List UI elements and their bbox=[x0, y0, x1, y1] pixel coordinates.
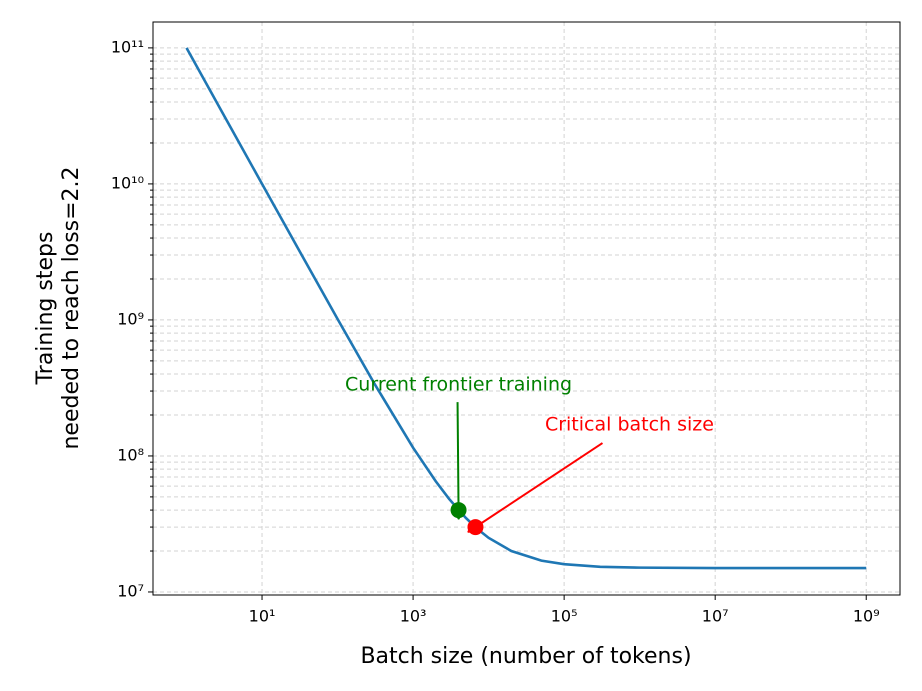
y-tick-label: 10⁷ bbox=[117, 581, 144, 600]
x-axis-label: Batch size (number of tokens) bbox=[360, 644, 691, 669]
x-tick-label: 10⁹ bbox=[853, 607, 880, 626]
series-line bbox=[185, 47, 867, 570]
annotation-point bbox=[467, 519, 484, 536]
x-tick-label: 10³ bbox=[400, 607, 427, 626]
x-tick-label: 10⁷ bbox=[702, 607, 729, 626]
y-axis-label: Training steps bbox=[33, 232, 58, 386]
x-tick-label: 10⁵ bbox=[551, 607, 578, 626]
plot-frame bbox=[152, 21, 901, 596]
y-axis-label: needed to reach loss=2.2 bbox=[59, 166, 84, 449]
y-tick-label: 10¹⁰ bbox=[111, 173, 144, 192]
y-tick-label: 10⁸ bbox=[117, 445, 144, 464]
annotation-arrow bbox=[458, 402, 459, 518]
grid bbox=[153, 22, 900, 595]
y-tick-label: 10¹¹ bbox=[111, 37, 144, 56]
annotation-text: Current frontier training bbox=[345, 374, 572, 396]
x-tick-label: 10¹ bbox=[249, 607, 276, 626]
annotation-arrow bbox=[469, 442, 604, 531]
annotation-text: Critical batch size bbox=[545, 414, 714, 436]
annotation-point bbox=[450, 502, 467, 519]
y-tick-label: 10⁹ bbox=[117, 309, 144, 328]
